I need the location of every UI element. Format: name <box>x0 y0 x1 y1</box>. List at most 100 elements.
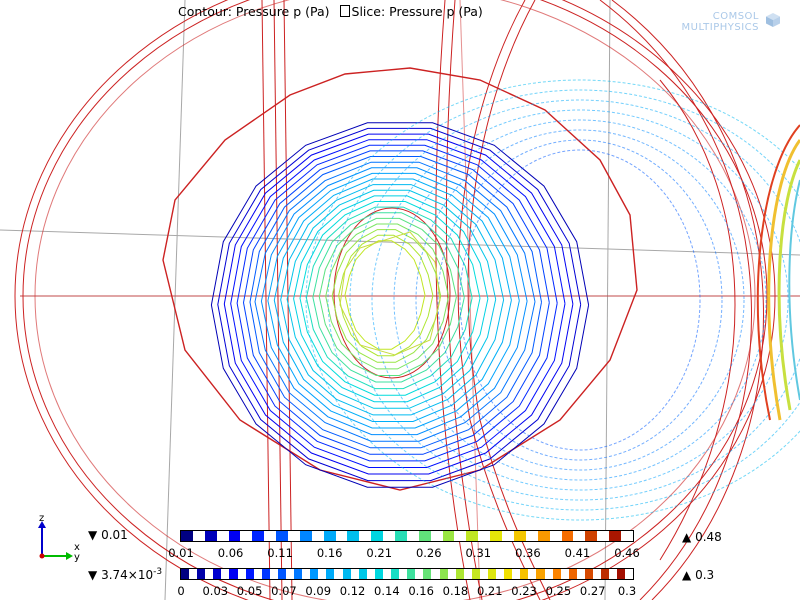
color-segment <box>502 531 514 541</box>
color-segment <box>253 569 262 579</box>
color-segment <box>299 531 312 541</box>
contour-ring <box>210 122 590 488</box>
color-segment <box>221 569 230 579</box>
color-segment <box>552 569 561 579</box>
logo-line2: MULTIPHYSICS <box>681 22 759 33</box>
x-axis-label: x <box>74 542 80 553</box>
contour-max-indicator: ▲ 0.48 <box>682 530 722 544</box>
color-segment <box>359 531 372 541</box>
color-segment <box>573 531 586 541</box>
color-segment <box>537 531 550 541</box>
contour-ring <box>230 139 566 468</box>
color-segment <box>277 569 287 579</box>
y-axis-label: y <box>74 552 80 562</box>
contour-title: Contour: Pressure p (Pa) <box>178 4 330 19</box>
color-segment <box>264 531 277 541</box>
color-segment <box>318 569 327 579</box>
color-segment <box>395 531 407 541</box>
contour-ring <box>236 144 558 462</box>
rear-contour-ring <box>437 139 723 461</box>
axis-orientation-triad: z x y <box>38 513 80 562</box>
color-segment <box>504 569 513 579</box>
rear-contour-ring <box>327 89 800 511</box>
color-segment <box>399 569 408 579</box>
color-segment <box>252 531 265 541</box>
color-segment <box>478 531 491 541</box>
color-segment <box>609 531 621 541</box>
slice-min-indicator: ▼ 3.74×10-3 <box>88 567 162 582</box>
contour-ring <box>249 156 542 449</box>
legend-tick-label: 0.3 <box>617 584 637 598</box>
color-segment <box>560 569 569 579</box>
color-segment <box>620 531 633 541</box>
down-triangle-icon: ▼ <box>88 568 98 582</box>
color-segment <box>374 569 383 579</box>
color-segment <box>391 569 400 579</box>
color-segment <box>609 569 618 579</box>
color-segment <box>240 531 253 541</box>
color-segment <box>479 569 488 579</box>
color-segment <box>213 569 222 579</box>
color-segment <box>245 569 254 579</box>
contour-ring <box>280 184 505 416</box>
contour-ring <box>299 201 481 396</box>
color-segment <box>334 569 343 579</box>
color-segment <box>229 569 238 579</box>
legend-tick-label: 0.46 <box>614 546 640 560</box>
contour-ring <box>217 127 582 482</box>
rear-contour-ring <box>349 99 800 501</box>
contour-ring <box>286 189 497 409</box>
legend-tick-label: 0 <box>177 584 185 598</box>
color-segment <box>439 569 448 579</box>
legend-tick-label: 0.21 <box>476 584 503 598</box>
color-segment <box>513 531 526 541</box>
color-segment <box>326 569 335 579</box>
color-segment <box>584 569 593 579</box>
legend-tick-label: 0.16 <box>316 546 343 560</box>
legend-tick-label: 0.41 <box>564 546 591 560</box>
color-segment <box>525 531 538 541</box>
color-segment <box>286 569 295 579</box>
color-segment <box>192 531 205 541</box>
color-segment <box>342 569 351 579</box>
color-segment <box>423 569 432 579</box>
legend-tick-label: 0.26 <box>415 546 442 560</box>
slice-min-exponent: -3 <box>153 567 163 577</box>
color-segment <box>237 569 246 579</box>
legend-tick-label: 0.14 <box>374 584 400 598</box>
color-segment <box>549 531 562 541</box>
color-segment <box>371 531 384 541</box>
slice-min-value: 3.74×10 <box>101 568 154 582</box>
color-segment <box>597 531 610 541</box>
down-triangle-icon: ▼ <box>88 528 98 542</box>
contour-min-value: 0.01 <box>101 528 128 542</box>
up-triangle-icon: ▲ <box>682 568 692 582</box>
color-segment <box>536 569 545 579</box>
legend-tick-label: 0.16 <box>408 584 434 598</box>
legend-tick-label: 0.36 <box>515 546 541 560</box>
contour-ring <box>331 229 442 363</box>
color-segment <box>228 531 241 541</box>
color-segment <box>261 569 270 579</box>
rear-contour-ring <box>305 79 800 521</box>
color-segment <box>181 531 193 541</box>
color-segment <box>455 569 464 579</box>
color-segment <box>617 569 626 579</box>
comsol-logo: COMSOL MULTIPHYSICS <box>650 10 785 34</box>
legend-tick-label: 0.06 <box>217 546 244 560</box>
geometry-edges <box>14 0 800 600</box>
color-segment <box>447 569 456 579</box>
color-segment <box>407 569 416 579</box>
color-segment <box>197 569 206 579</box>
color-segment <box>601 569 610 579</box>
contour-min-indicator: ▼ 0.01 <box>88 528 128 542</box>
separator-box-icon <box>339 5 350 17</box>
cube-icon <box>766 13 780 27</box>
color-segment <box>350 569 359 579</box>
legend-tick-label: 0.31 <box>465 546 492 560</box>
contour-max-value: 0.48 <box>695 530 722 544</box>
color-segment <box>288 531 300 541</box>
color-segment <box>430 531 443 541</box>
logo-line1: COMSOL <box>712 11 759 22</box>
